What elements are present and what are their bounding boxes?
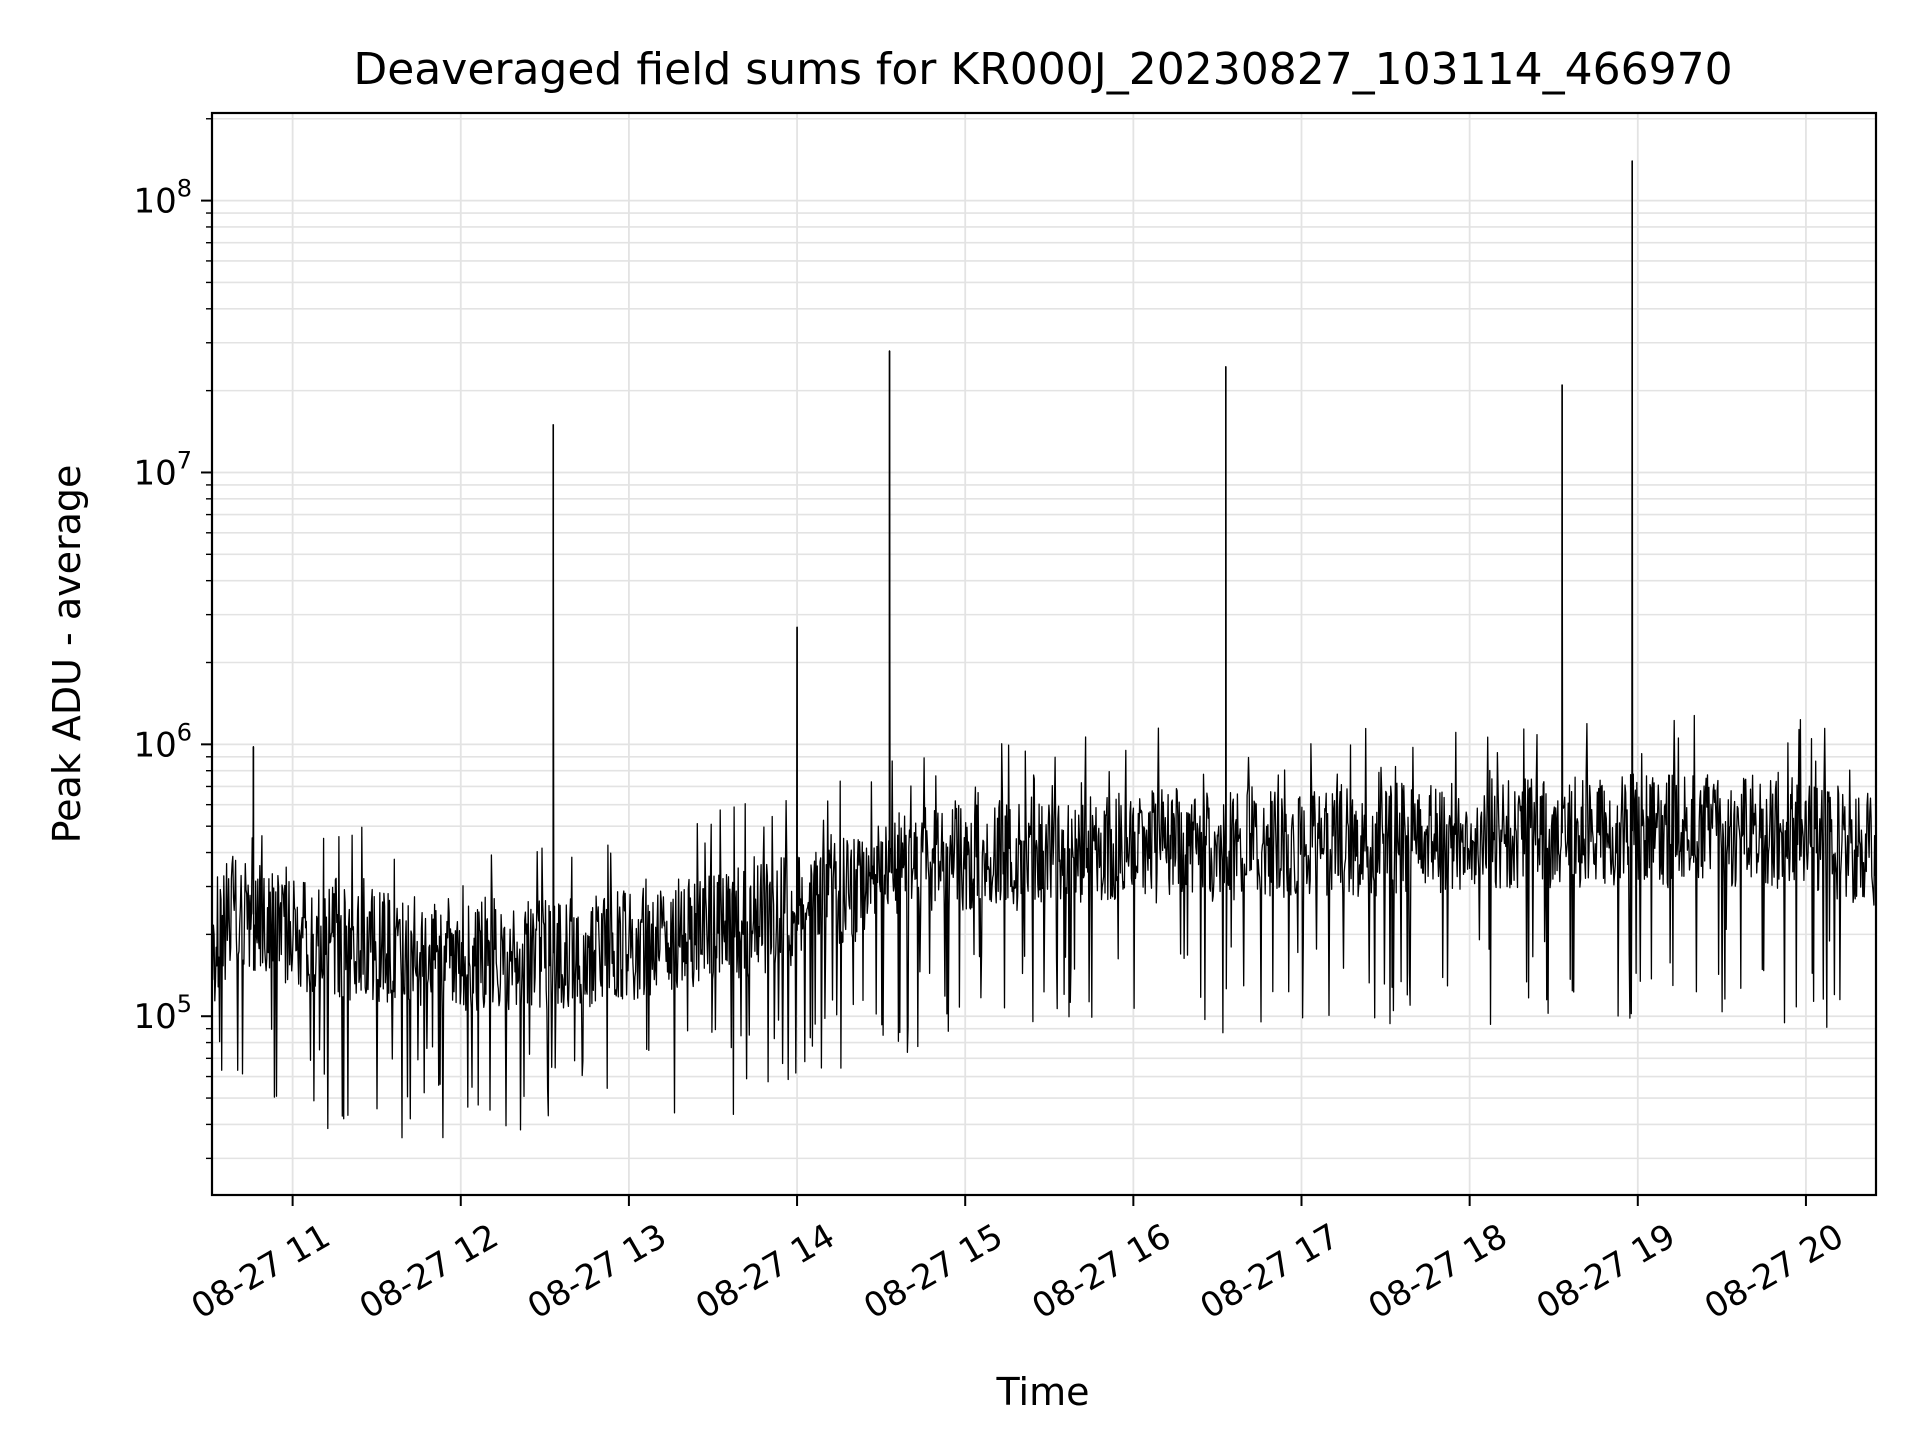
- series-layer: [212, 160, 1876, 1139]
- y-axis-label: Peak ADU - average: [45, 465, 89, 844]
- y-axis-ticks: 105 106 107 108: [133, 118, 212, 1160]
- y-tick-label: 106: [133, 718, 192, 765]
- x-tick-label: 08-27 11: [185, 1216, 337, 1327]
- x-tick-label: 08-27 19: [1530, 1216, 1682, 1327]
- x-tick-label: 08-27 15: [857, 1216, 1009, 1327]
- y-tick-label: 108: [133, 175, 192, 222]
- plot-frame: [210, 111, 1878, 1197]
- x-tick-label: 08-27 17: [1194, 1216, 1346, 1327]
- y-tick-label: 107: [133, 446, 192, 493]
- x-axis-ticks: 08-27 11 08-27 12 08-27 13 08-27 14 08-27 15…: [185, 1195, 1850, 1327]
- x-tick-label: 08-27 20: [1698, 1216, 1850, 1327]
- x-tick-label: 08-27 13: [521, 1216, 673, 1327]
- x-tick-label: 08-27 12: [353, 1216, 505, 1327]
- series-line: [212, 160, 1876, 1139]
- x-axis-label: Time: [996, 1370, 1090, 1414]
- x-tick-label: 08-27 14: [689, 1216, 841, 1327]
- x-tick-label: 08-27 18: [1362, 1216, 1514, 1327]
- series-group: [212, 160, 1876, 1139]
- chart-title: Deaveraged field sums for KR000J_2023082…: [353, 44, 1732, 95]
- x-tick-label: 08-27 16: [1025, 1216, 1177, 1327]
- y-tick-label: 105: [133, 990, 192, 1037]
- grid-layer: [212, 113, 1876, 1195]
